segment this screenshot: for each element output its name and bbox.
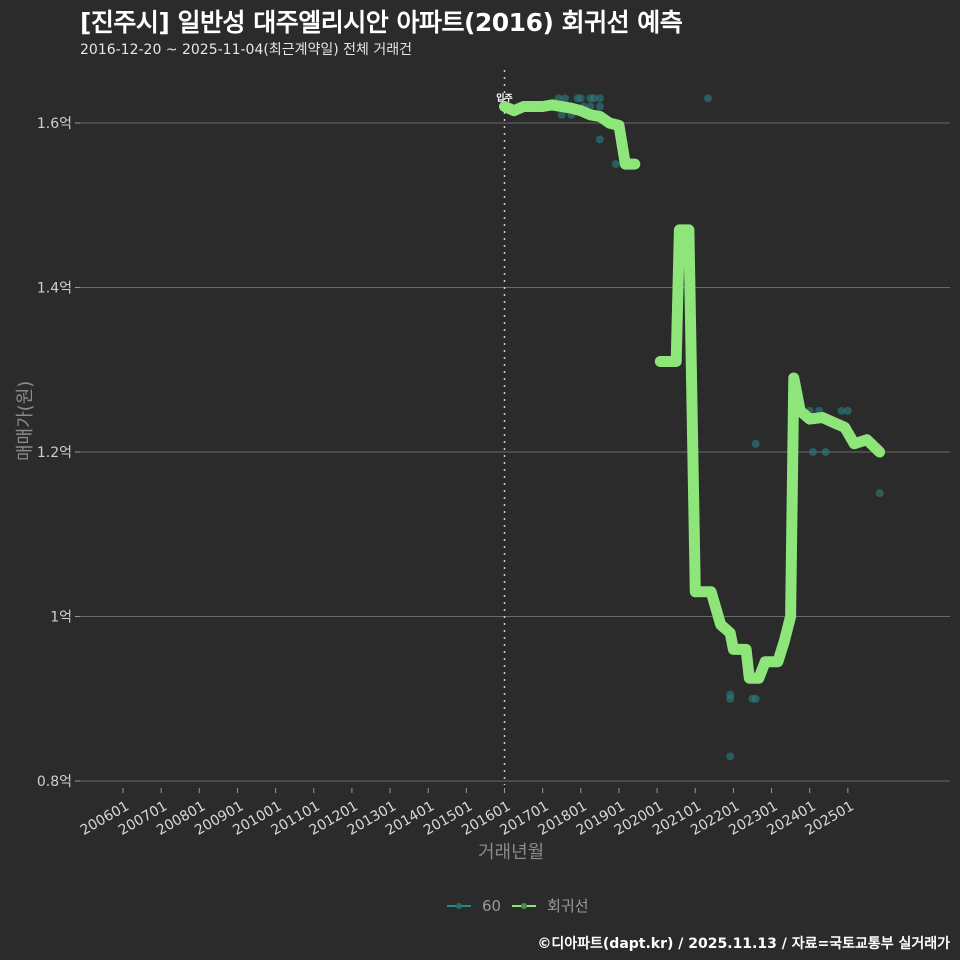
gridlines	[80, 122, 950, 782]
scatter-point[interactable]	[726, 694, 735, 703]
regression-path	[499, 99, 641, 170]
scatter-point[interactable]	[821, 448, 830, 456]
scatter-point[interactable]	[808, 448, 817, 456]
legend-key-regression-icon	[512, 902, 537, 909]
scatter-point[interactable]	[557, 110, 566, 119]
y-axis-ticks: 0.8억 1억 1.2억 1.4억 1.6억	[37, 116, 80, 790]
scatter-point[interactable]	[589, 94, 598, 103]
legend-item-regression[interactable]: 회귀선	[511, 895, 589, 916]
legend-item-60[interactable]: 60	[446, 897, 501, 915]
scatter-point[interactable]	[595, 94, 604, 103]
regression-line	[499, 99, 886, 684]
chart-subtitle: 2016-12-20 ~ 2025-11-04(최근계약일) 전체 거래건	[80, 42, 412, 58]
regression-path	[654, 224, 886, 684]
scatter-point[interactable]	[703, 94, 712, 103]
legend-key-60-icon	[447, 902, 471, 909]
scatter-point[interactable]	[837, 406, 846, 415]
y-tick-label: 0.8억	[37, 774, 72, 790]
y-tick-label: 1.4억	[37, 281, 72, 297]
y-tick-label: 1.6억	[37, 116, 72, 132]
scatter-point[interactable]	[611, 160, 620, 169]
legend-label-regression: 회귀선	[547, 897, 589, 915]
move-in-line: 입주	[496, 70, 513, 785]
legend-label-60: 60	[482, 896, 502, 915]
scatter-point[interactable]	[595, 102, 604, 111]
y-tick-label: 1.2억	[37, 445, 72, 461]
scatter-point[interactable]	[726, 752, 735, 761]
x-axis-ticks: 2006012007012008012009012010012011012012…	[78, 788, 857, 839]
scatter-point[interactable]	[843, 406, 852, 415]
y-tick-label: 1억	[50, 610, 72, 626]
scatter-point[interactable]	[576, 94, 585, 103]
move-in-label: 입주	[496, 92, 513, 104]
legend: 60 회귀선	[446, 895, 589, 916]
y-axis-label: 매매가(원)	[15, 380, 36, 461]
scatter-point[interactable]	[751, 439, 760, 448]
scatter-point[interactable]	[875, 489, 884, 498]
scatter-point[interactable]	[560, 94, 569, 103]
x-axis-label: 거래년월	[478, 842, 545, 863]
scatter-point[interactable]	[595, 135, 604, 144]
scatter-point[interactable]	[751, 694, 760, 703]
chart-title: [진주시] 일반성 대주엘리시안 아파트(2016) 회귀선 예측	[80, 8, 683, 37]
footer-credit: ©디아파트(dapt.kr) / 2025.11.13 / 자료=국토교통부 실…	[537, 936, 950, 952]
